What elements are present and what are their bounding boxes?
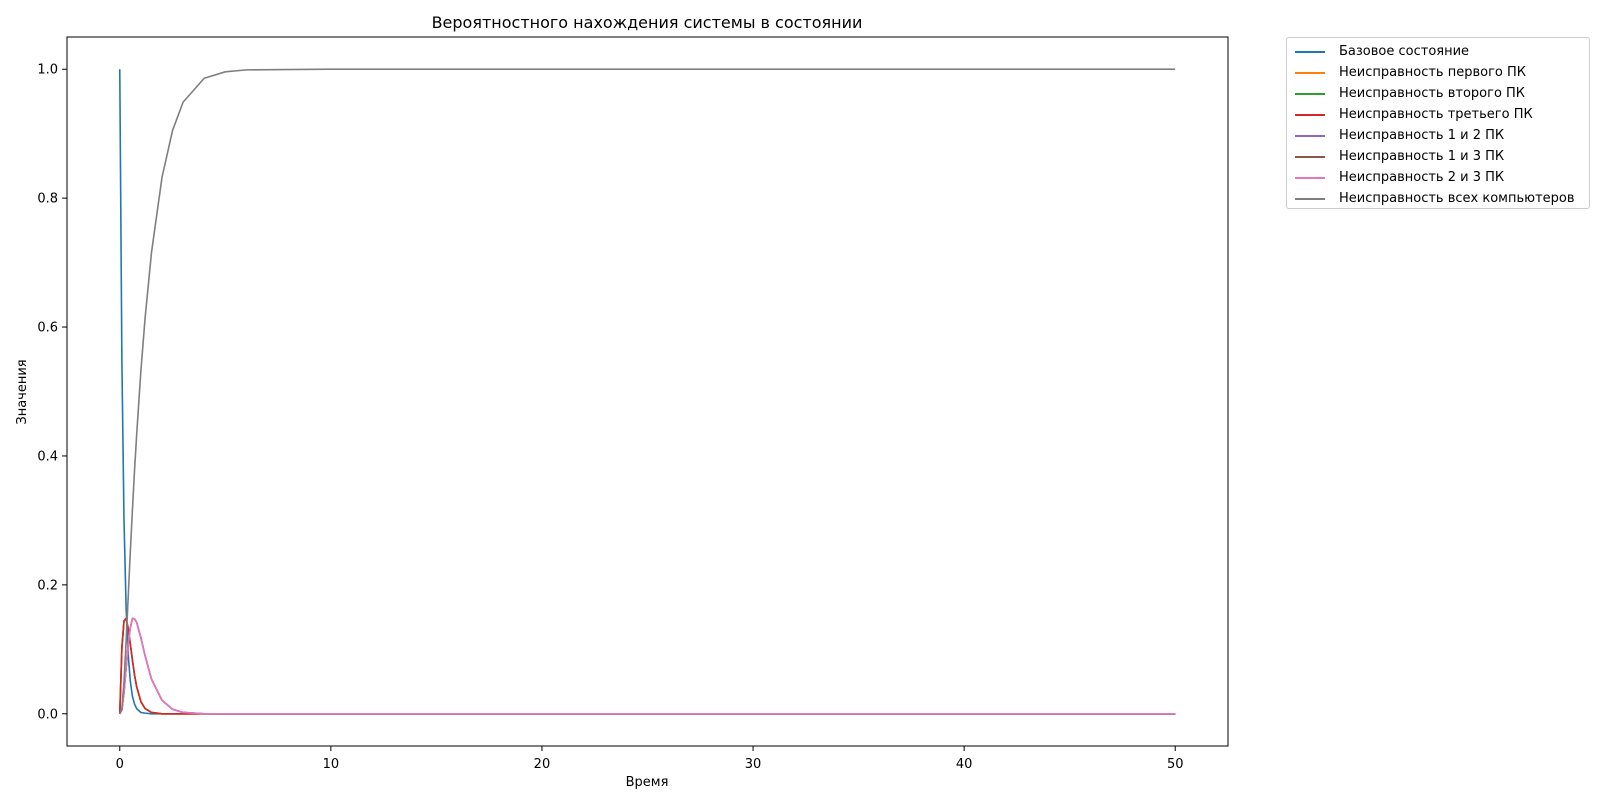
series-line-1 xyxy=(118,617,1176,715)
plot-area xyxy=(118,68,1176,715)
series-line-2 xyxy=(118,617,1176,715)
y-axis: 0.0 0.2 0.4 0.6 0.8 1.0 xyxy=(37,63,67,722)
chart-legend: Базовое состояние Неисправность первого П… xyxy=(1286,37,1590,209)
x-axis-label: Время xyxy=(626,775,669,790)
y-tick-label-3: 0.6 xyxy=(37,321,58,336)
legend-label-1: Неисправность первого ПК xyxy=(1339,65,1527,80)
y-tick-label-0: 0.0 xyxy=(37,707,58,722)
x-tick-label-2: 20 xyxy=(534,757,551,772)
legend-swatch-1 xyxy=(1295,71,1325,74)
x-axis: 0 10 20 30 40 50 xyxy=(116,746,1184,772)
legend-item-7: Неисправность всех компьютеров xyxy=(1295,188,1589,209)
y-axis-label: Значения xyxy=(15,359,30,424)
legend-label-5: Неисправность 1 и 3 ПК xyxy=(1339,149,1505,164)
legend-label-0: Базовое состояние xyxy=(1339,44,1470,59)
x-tick-label-5: 50 xyxy=(1167,757,1184,772)
legend-item-0: Базовое состояние xyxy=(1295,41,1589,62)
plot-frame xyxy=(66,36,1229,747)
legend-item-4: Неисправность 1 и 2 ПК xyxy=(1295,125,1589,146)
series-line-0 xyxy=(118,69,1176,715)
legend-swatch-4 xyxy=(1295,134,1325,137)
y-tick-label-5: 1.0 xyxy=(37,63,58,78)
y-tick-label-1: 0.2 xyxy=(37,578,58,593)
x-tick-label-1: 10 xyxy=(323,757,340,772)
legend-label-3: Неисправность третьего ПК xyxy=(1339,107,1533,122)
series-line-7 xyxy=(119,68,1176,715)
legend-item-2: Неисправность второго ПК xyxy=(1295,83,1589,104)
legend-swatch-7 xyxy=(1295,197,1325,200)
series-line-4 xyxy=(119,617,1176,715)
x-tick-label-0: 0 xyxy=(116,757,124,772)
legend-item-5: Неисправность 1 и 3 ПК xyxy=(1295,146,1589,167)
x-tick-label-4: 40 xyxy=(956,757,973,772)
series-line-6 xyxy=(119,617,1176,715)
legend-label-2: Неисправность второго ПК xyxy=(1339,86,1526,101)
legend-item-6: Неисправность 2 и 3 ПК xyxy=(1295,167,1589,188)
legend-label-7: Неисправность всех компьютеров xyxy=(1339,191,1575,206)
legend-label-4: Неисправность 1 и 2 ПК xyxy=(1339,128,1505,143)
y-tick-label-4: 0.8 xyxy=(37,192,58,207)
legend-label-6: Неисправность 2 и 3 ПК xyxy=(1339,170,1505,185)
series-line-3 xyxy=(118,617,1176,715)
series-line-5 xyxy=(119,617,1176,715)
legend-item-1: Неисправность первого ПК xyxy=(1295,62,1589,83)
legend-swatch-6 xyxy=(1295,176,1325,179)
chart-title: Вероятностного нахождения системы в сост… xyxy=(432,13,863,32)
y-tick-label-2: 0.4 xyxy=(37,449,58,464)
legend-item-3: Неисправность третьего ПК xyxy=(1295,104,1589,125)
legend-swatch-2 xyxy=(1295,92,1325,95)
legend-swatch-5 xyxy=(1295,155,1325,158)
legend-swatch-0 xyxy=(1295,50,1325,53)
x-tick-label-3: 30 xyxy=(745,757,762,772)
legend-swatch-3 xyxy=(1295,113,1325,116)
